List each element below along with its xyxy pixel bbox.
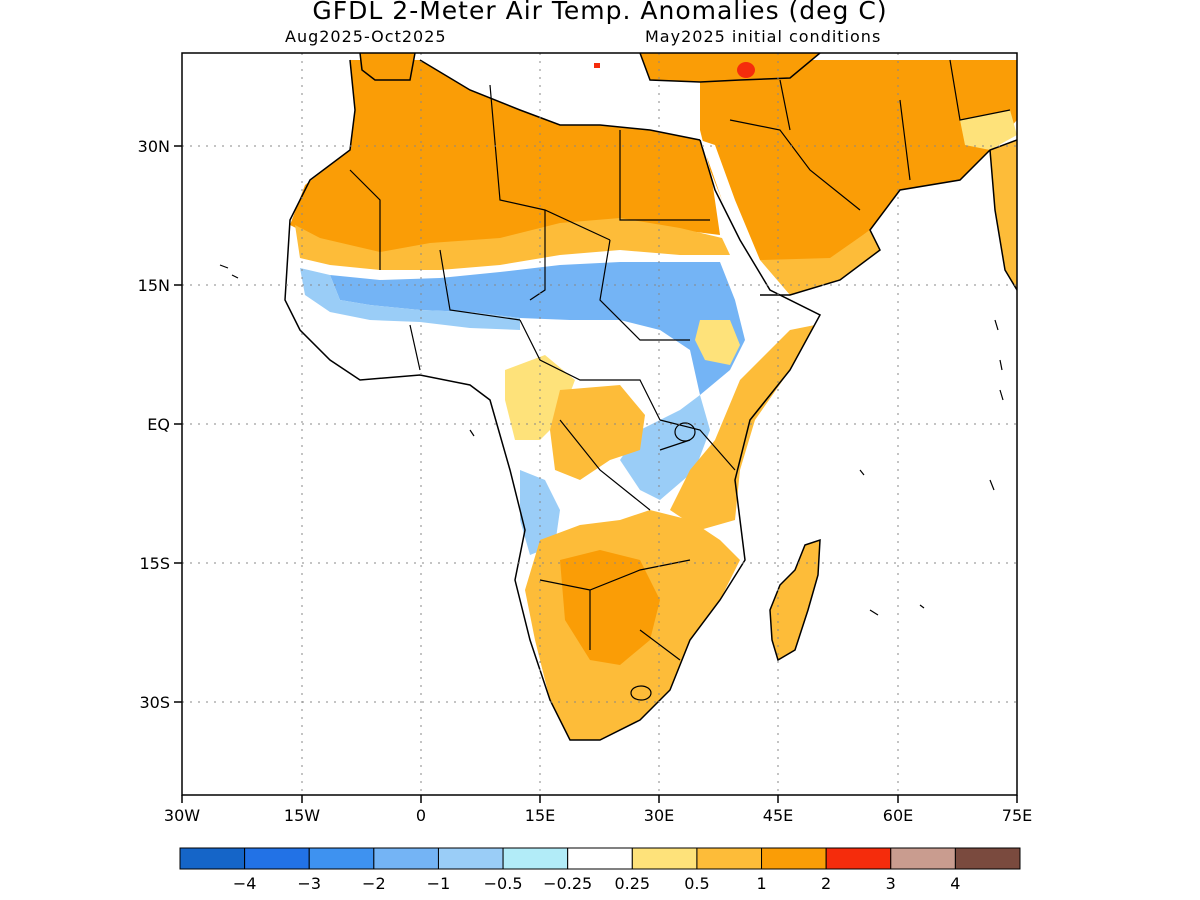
- colorbar-label: 0.25: [614, 874, 650, 893]
- colorbar-swatch: [308, 847, 375, 870]
- colorbar-label: −3: [297, 874, 321, 893]
- colorbar-label: 0.5: [684, 874, 709, 893]
- colorbar-label: −1: [427, 874, 451, 893]
- east-africa-warm: [670, 325, 815, 530]
- colorbar-swatch: [631, 847, 698, 870]
- lon-tick-labels: 30W 15W 0 15E 30E 45E 60E 75E: [164, 806, 1032, 825]
- colorbar-swatch: [890, 847, 956, 870]
- colorbar: −4 −3 −2 −1 −0.5 −0.25 0.25 0.5 1 2 3 4: [179, 847, 1021, 893]
- north-africa-warm: [290, 60, 720, 255]
- colorbar-swatch: [502, 847, 569, 870]
- colorbar-swatch: [179, 847, 246, 870]
- sahel-light-cool: [300, 268, 520, 330]
- map-title: GFDL 2-Meter Air Temp. Anomalies (deg C): [312, 0, 888, 25]
- lon-label: 30W: [164, 806, 200, 825]
- colorbar-swatch: [244, 847, 310, 870]
- arabia-south-warm: [760, 230, 880, 295]
- lon-label: 15E: [525, 806, 555, 825]
- lon-label: 0: [416, 806, 426, 825]
- colorbar-swatch: [696, 847, 763, 870]
- colorbar-swatch: [567, 847, 633, 870]
- initial-conditions-label: May2025 initial conditions: [645, 27, 882, 46]
- lat-label: 30N: [138, 137, 170, 156]
- tick-marks: [174, 145, 1018, 803]
- colorbar-label: 3: [886, 874, 896, 893]
- colorbar-swatch: [954, 847, 1021, 870]
- colorbar-swatch: [373, 847, 439, 870]
- europe-warm: [640, 53, 820, 82]
- lat-label: 15S: [139, 554, 170, 573]
- east-africa-cool: [620, 395, 710, 500]
- map-plot-area: [182, 53, 1017, 795]
- colorbar-swatch: [437, 847, 504, 870]
- lat-label: 15N: [138, 276, 170, 295]
- lat-tick-labels: 30N 15N EQ 15S 30S: [138, 137, 170, 712]
- period-label: Aug2025-Oct2025: [285, 27, 447, 46]
- lon-label: 75E: [1002, 806, 1032, 825]
- lat-label: 30S: [139, 693, 170, 712]
- lon-label: 60E: [883, 806, 913, 825]
- arabia-warm: [700, 60, 1017, 270]
- islands: [219, 264, 1004, 616]
- hotspot-small: [594, 63, 600, 68]
- colorbar-label: 1: [756, 874, 766, 893]
- sahel-cool: [330, 262, 745, 395]
- colorbar-swatch: [825, 847, 892, 870]
- west-central-cool: [520, 470, 560, 555]
- hotspot: [737, 62, 755, 78]
- lon-label: 45E: [763, 806, 793, 825]
- lon-label: 30E: [644, 806, 674, 825]
- mediterranean-sea: [420, 60, 700, 135]
- red-sea: [700, 140, 770, 295]
- iberia-warm: [360, 53, 415, 80]
- congo-warm: [550, 385, 645, 480]
- southern-africa-strong: [560, 550, 660, 665]
- sahara-south-warm: [295, 218, 730, 270]
- colorbar-label: 4: [950, 874, 960, 893]
- lat-label: EQ: [147, 415, 170, 434]
- ethiopia-warm-patch: [695, 320, 740, 365]
- colorbar-swatch: [761, 847, 827, 870]
- colorbar-label: −0.25: [543, 874, 592, 893]
- grid-lines: [182, 53, 1017, 795]
- colorbar-label: 2: [821, 874, 831, 893]
- country-borders: [349, 59, 1011, 701]
- iran-pale: [960, 110, 1017, 150]
- colorbar-label: −2: [362, 874, 386, 893]
- madagascar-warm: [769, 538, 821, 662]
- india-warm: [990, 140, 1017, 290]
- colorbar-label: −0.5: [484, 874, 523, 893]
- colorbar-label: −4: [233, 874, 257, 893]
- lon-label: 15W: [284, 806, 320, 825]
